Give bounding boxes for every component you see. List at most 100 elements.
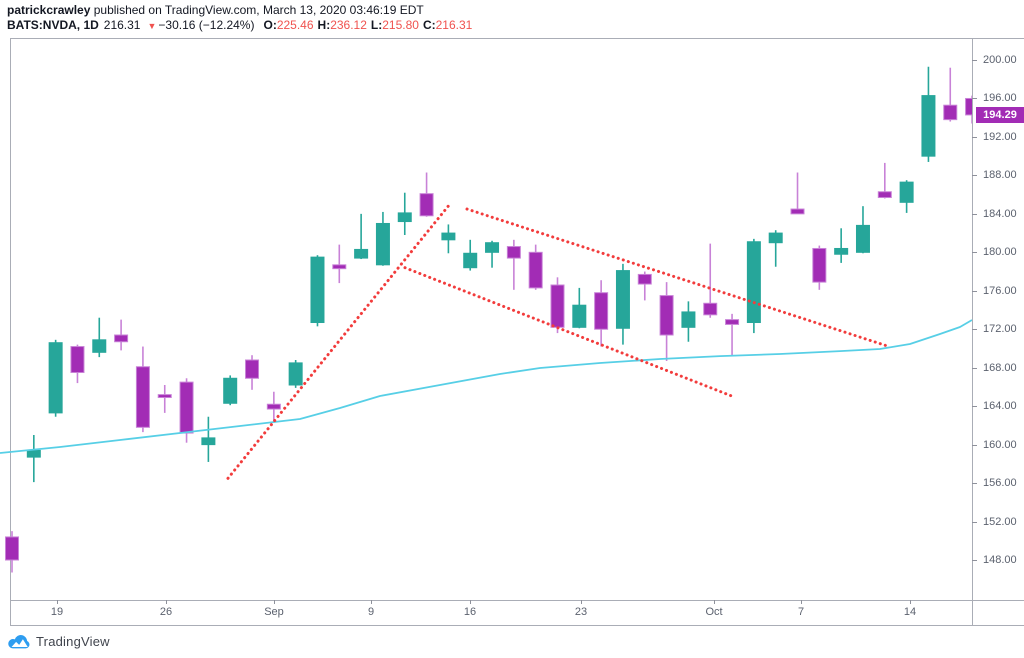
candle-body [506,246,521,259]
time-axis-top-border [10,600,1024,601]
close-value: 216.31 [435,18,473,32]
price-tick-label: 184.00 [983,207,1017,220]
trendline-ascending-support[interactable] [226,203,451,480]
candle-body [725,319,740,325]
price-tick-label: 172.00 [983,323,1017,336]
snapshot-header: patrickcrawley published on TradingView.… [7,3,472,34]
candle-body [245,359,260,379]
time-tick-label: 16 [463,606,477,618]
candle-body [397,212,412,223]
price-tick-label: 152.00 [983,515,1017,528]
candle-body [5,536,19,561]
price-tick-mark [972,60,977,62]
price-tick-label: 200.00 [983,54,1017,67]
price-tick-mark [972,483,977,485]
price-tick-mark [972,367,977,369]
price-tick-label: 180.00 [983,246,1017,259]
candle-body [354,248,369,259]
price-tick-mark [972,290,977,292]
tradingview-attribution[interactable]: TradingView [8,633,110,650]
candle-body [223,377,238,404]
open-value: 225.46 [276,18,314,32]
plot-left-border [10,38,11,626]
candle-body [659,295,674,336]
candle-body [746,241,761,324]
candle-body [572,304,587,328]
candle-body [92,339,107,353]
tradingview-logo-icon [8,633,30,650]
price-tick-label: 192.00 [983,130,1017,143]
low-label: L: [370,18,383,32]
price-tick-mark [972,406,977,408]
time-axis-bottom-border [10,625,1024,626]
trendline-channel-lower[interactable] [403,266,735,399]
time-tick-mark [57,600,58,604]
candle-body [637,273,652,285]
time-tick-label: 26 [159,606,173,618]
high-label: H: [317,18,331,32]
price-tick-label: 168.00 [983,361,1017,374]
time-tick-mark [714,600,715,604]
candle-body [528,251,543,289]
candle-body [375,222,390,266]
candle-body [790,208,805,215]
symbol-interval: BATS:NVDA, 1D [7,18,99,32]
price-axis-border [972,38,973,626]
time-tick-label: Oct [705,606,723,618]
last-price-tag: 194.29 [976,106,1024,123]
time-tick-mark [581,600,582,604]
last-price: 216.31 [103,18,141,32]
candle-body [877,191,892,199]
candle-body [943,104,958,121]
candle-body [681,311,696,328]
candle-body [855,224,870,253]
time-tick-mark [166,600,167,604]
candle-body [310,256,325,324]
candle-body [201,437,216,446]
author-name: patrickcrawley [7,3,91,17]
brand-name: TradingView [36,634,110,649]
price-tick-label: 176.00 [983,284,1017,297]
candle-body [921,95,936,157]
candle-body [157,394,172,399]
candle-body [594,292,609,330]
price-tick-mark [972,136,977,138]
candle-body [266,403,281,410]
trendline-channel-upper[interactable] [465,207,888,348]
time-tick-mark [470,600,471,604]
candle-body [768,232,783,244]
candle-body [70,346,85,374]
candle-body [550,284,565,328]
publish-info: published on TradingView.com, March 13, … [90,3,424,17]
publish-line: patrickcrawley published on TradingView.… [7,3,472,18]
time-tick-label: 7 [797,606,805,618]
candle-body [26,449,41,458]
low-value: 215.80 [382,18,419,32]
down-triangle-icon: ▼ [147,21,157,31]
price-chart-canvas[interactable] [0,38,972,600]
candle-body [332,264,347,270]
high-value: 236.12 [330,18,367,32]
price-tick-mark [972,521,977,523]
time-tick-label: 9 [367,606,375,618]
price-tick-label: 164.00 [983,400,1017,413]
price-tick-mark [972,98,977,100]
open-label: O: [263,18,277,32]
price-tick-label: 196.00 [983,92,1017,105]
candle-body [899,181,914,203]
candle-body [288,362,303,386]
candle-body [419,193,434,217]
price-tick-mark [972,252,977,254]
close-label: C: [422,18,436,32]
price-tick-label: 156.00 [983,477,1017,490]
candle-body [703,302,718,316]
price-tick-label: 160.00 [983,438,1017,451]
time-tick-mark [910,600,911,604]
time-tick-mark [274,600,275,604]
time-tick-mark [801,600,802,604]
time-tick-label: 23 [574,606,588,618]
time-tick-label: Sep [264,606,284,618]
price-tick-mark [972,560,977,561]
candle-body [812,247,827,283]
price-tick-label: 148.00 [983,554,1017,566]
